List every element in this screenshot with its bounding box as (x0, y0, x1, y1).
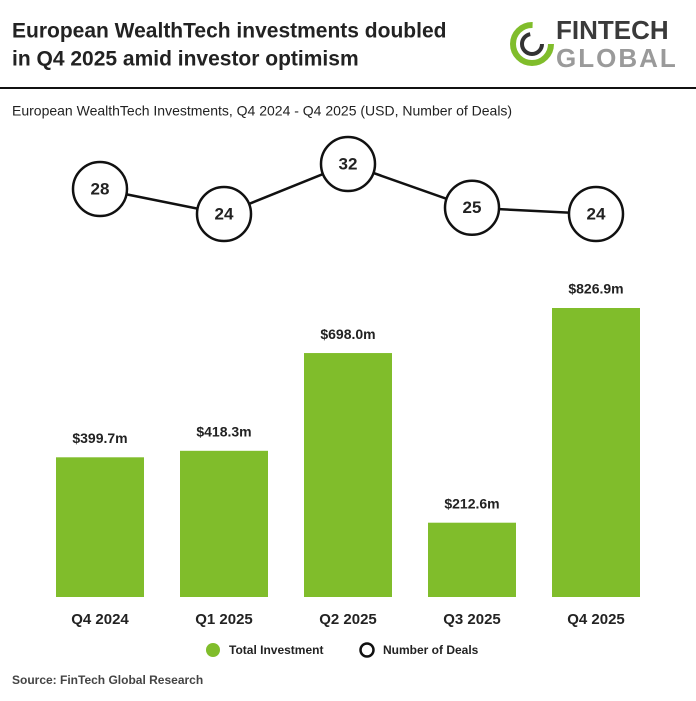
logo-text: GLOBAL (556, 43, 678, 73)
value-label: $212.6m (444, 495, 499, 511)
legend-label: Number of Deals (383, 643, 479, 657)
bar (180, 450, 268, 597)
subtitle: European WealthTech Investments, Q4 2024… (12, 103, 512, 119)
legend-swatch (206, 643, 220, 657)
logo: FINTECH GLOBAL (510, 15, 678, 73)
deal-label: 32 (339, 154, 358, 173)
deal-marker (567, 185, 625, 243)
deal-marker (319, 135, 377, 193)
x-tick-label: Q1 2025 (195, 611, 253, 628)
value-label: $698.0m (320, 326, 375, 342)
deal-label: 28 (91, 179, 110, 198)
value-label: $399.7m (72, 430, 127, 446)
deal-label: 24 (587, 204, 606, 223)
legend-label: Total Investment (229, 643, 323, 657)
x-tick-label: Q3 2025 (443, 611, 501, 628)
bar (428, 522, 516, 597)
logo-icon (520, 32, 544, 56)
x-tick-label: Q4 2024 (71, 611, 129, 628)
deal-label: 24 (215, 204, 234, 223)
deal-marker (195, 185, 253, 243)
legend-swatch (359, 642, 375, 658)
value-label: $418.3m (196, 424, 251, 440)
x-tick-label: Q4 2025 (567, 611, 625, 628)
deal-marker (71, 160, 129, 218)
deal-label: 25 (463, 198, 482, 217)
logo-text: FINTECH (556, 15, 669, 45)
bar (304, 353, 392, 597)
title-line: in Q4 2025 amid investor optimism (12, 48, 359, 71)
source: Source: FinTech Global Research (12, 673, 203, 687)
logo-icon (510, 22, 554, 66)
bar (56, 457, 144, 597)
value-label: $826.9m (568, 281, 623, 297)
bar (552, 308, 640, 597)
deal-marker (443, 179, 501, 236)
title-line: European WealthTech investments doubled (12, 20, 446, 43)
x-tick-label: Q2 2025 (319, 611, 377, 628)
